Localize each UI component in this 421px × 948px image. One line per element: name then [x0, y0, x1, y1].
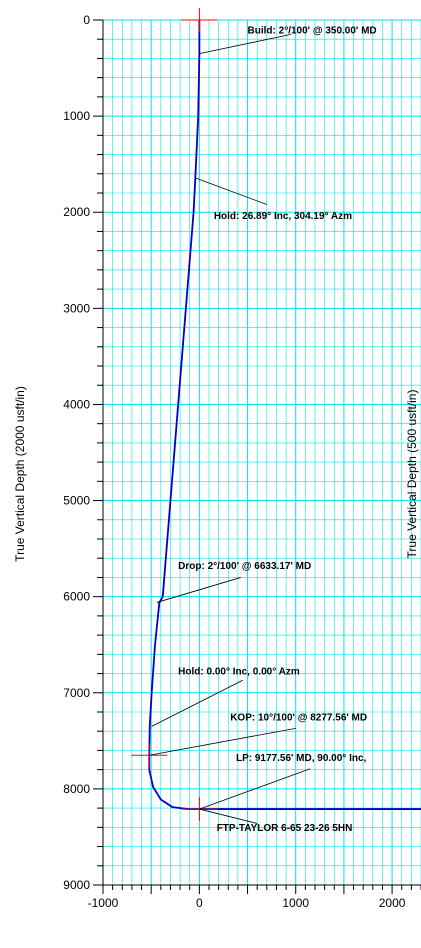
y-tick-label: 1000	[63, 109, 90, 123]
annotation-leader	[199, 808, 258, 824]
annotation-label: FTP-TAYLOR 6-65 23-26 5HN	[217, 823, 353, 834]
y-tick-label: 2000	[63, 205, 90, 219]
y-tick-label: 8000	[63, 782, 90, 796]
y-tick-label: 5000	[63, 494, 90, 508]
y-axis-label: True Vertical Depth (2000 usft/in)	[13, 386, 27, 562]
wellpath-layer	[131, 8, 421, 822]
x-tick-label: 0	[196, 896, 203, 910]
axes: 0 1000 2000 3000 4000 5000 6000 7000 8000 9000 -10…	[63, 13, 421, 910]
x-tick-label: 1000	[282, 896, 309, 910]
annotation-label: LP: 9177.56' MD, 90.00° Inc,	[236, 753, 367, 764]
annotation-leader	[194, 177, 267, 205]
annotation-leader	[156, 577, 241, 603]
annotation-label: Drop: 2°/100' @ 6633.17' MD	[178, 561, 311, 572]
secondary-y-axis-label: True Vertical Depth (500 usft/in)	[405, 390, 419, 559]
y-tick-label: 6000	[63, 590, 90, 604]
annotation-leader	[199, 768, 311, 810]
annotation-label: Hold: 26.89° Inc, 304.19° Azm	[214, 211, 352, 222]
y-tick-label: 0	[83, 13, 90, 27]
y-tick-label: 4000	[63, 397, 90, 411]
x-tick-label: 2000	[379, 896, 406, 910]
y-tick-label: 3000	[63, 301, 90, 315]
annotation-label: Hold: 0.00° Inc, 0.00° Azm	[178, 667, 300, 678]
annotation-leader	[149, 727, 296, 756]
x-tick-label: -1000	[88, 896, 119, 910]
annotations: Build: 2°/100' @ 350.00' MD Hold: 26.89° …	[149, 25, 377, 834]
annotation-leader	[151, 679, 243, 727]
y-tick-label: 7000	[63, 686, 90, 700]
wellpath-line	[148, 20, 421, 810]
y-tick-label: 9000	[63, 878, 90, 892]
annotation-label: Build: 2°/100' @ 350.00' MD	[248, 25, 377, 36]
annotation-leader	[199, 34, 291, 55]
annotation-label: KOP: 10°/100' @ 8277.56' MD	[230, 713, 367, 724]
